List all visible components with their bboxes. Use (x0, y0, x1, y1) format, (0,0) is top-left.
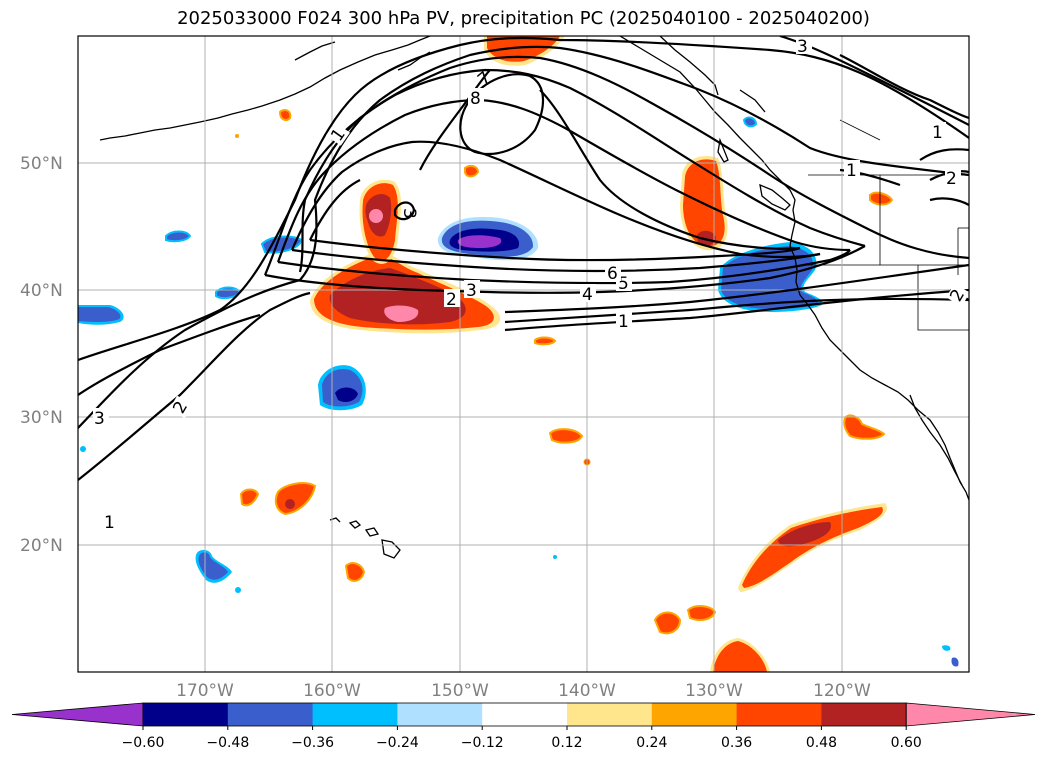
pv-contours (78, 36, 969, 481)
contour-label: 1 (846, 161, 857, 181)
contour-label: 8 (470, 89, 481, 109)
contour-label: 1 (104, 513, 115, 533)
colorbar-segment (143, 703, 229, 726)
colorbar-outline (142, 702, 907, 727)
lat-label: 30°N (20, 408, 63, 428)
colorbar-extend-high (905, 702, 1036, 727)
lon-label: 160°W (303, 681, 361, 701)
colorbar-segment (651, 703, 738, 726)
contour-label: 1 (618, 312, 629, 332)
contour-label: 2 (946, 169, 957, 189)
colorbar-tick-label: −0.12 (461, 735, 504, 751)
lon-label: 130°W (685, 681, 743, 701)
contour-label: 6 (607, 264, 618, 284)
coastlines (99, 36, 969, 559)
colorbar-segment (397, 703, 483, 726)
colorbar-tick-label: 0.48 (806, 735, 837, 751)
lon-label: 150°W (431, 681, 489, 701)
longitude-labels: 170°W 160°W 150°W 140°W 130°W 120°W (176, 681, 871, 701)
map-title: 2025033000 F024 300 hPa PV, precipitatio… (177, 8, 870, 29)
colorbar-extend-low (11, 702, 144, 727)
contour-label: 2 (446, 290, 457, 310)
gridlines (78, 36, 969, 672)
contour-label: 5 (618, 274, 629, 294)
colorbar-tick-label: −0.24 (376, 735, 419, 751)
lon-label: 170°W (176, 681, 234, 701)
latitude-labels: 50°N 40°N 30°N 20°N (20, 154, 63, 556)
contour-label: 1 (932, 123, 943, 143)
colorbar-segment (736, 703, 822, 726)
contour-label: 3 (466, 281, 477, 301)
contour-label: 4 (582, 285, 593, 305)
contour-label: 3 (797, 37, 808, 57)
colorbar-segment (567, 703, 653, 726)
contour-label: 3 (94, 409, 105, 429)
lat-label: 50°N (20, 154, 63, 174)
colorbar-tick-label: −0.60 (122, 735, 165, 751)
plot-frame (77, 35, 970, 673)
lon-label: 120°W (813, 681, 871, 701)
colorbar-tick-label: 0.12 (551, 735, 582, 751)
colorbar-tick-label: −0.48 (206, 735, 249, 751)
lon-label: 140°W (558, 681, 616, 701)
colorbar-tick-label: 0.60 (891, 735, 922, 751)
colorbar-tick-label: 0.36 (721, 735, 752, 751)
contour-label: 3 (399, 208, 419, 219)
colorbar-segment (482, 703, 568, 726)
colorbar-tick-labels: −0.60 −0.48 −0.36 −0.24 −0.12 0.12 0.24 0.36 0.4… (122, 726, 922, 751)
colorbar (11, 702, 1036, 727)
colorbar-tick-label: −0.36 (291, 735, 334, 751)
colorbar-segment (227, 703, 314, 726)
colorbar-tick-label: 0.24 (636, 735, 667, 751)
colorbar-segment (821, 703, 907, 726)
lat-label: 40°N (20, 281, 63, 301)
colorbar-segment (312, 703, 398, 726)
lat-label: 20°N (20, 536, 63, 556)
